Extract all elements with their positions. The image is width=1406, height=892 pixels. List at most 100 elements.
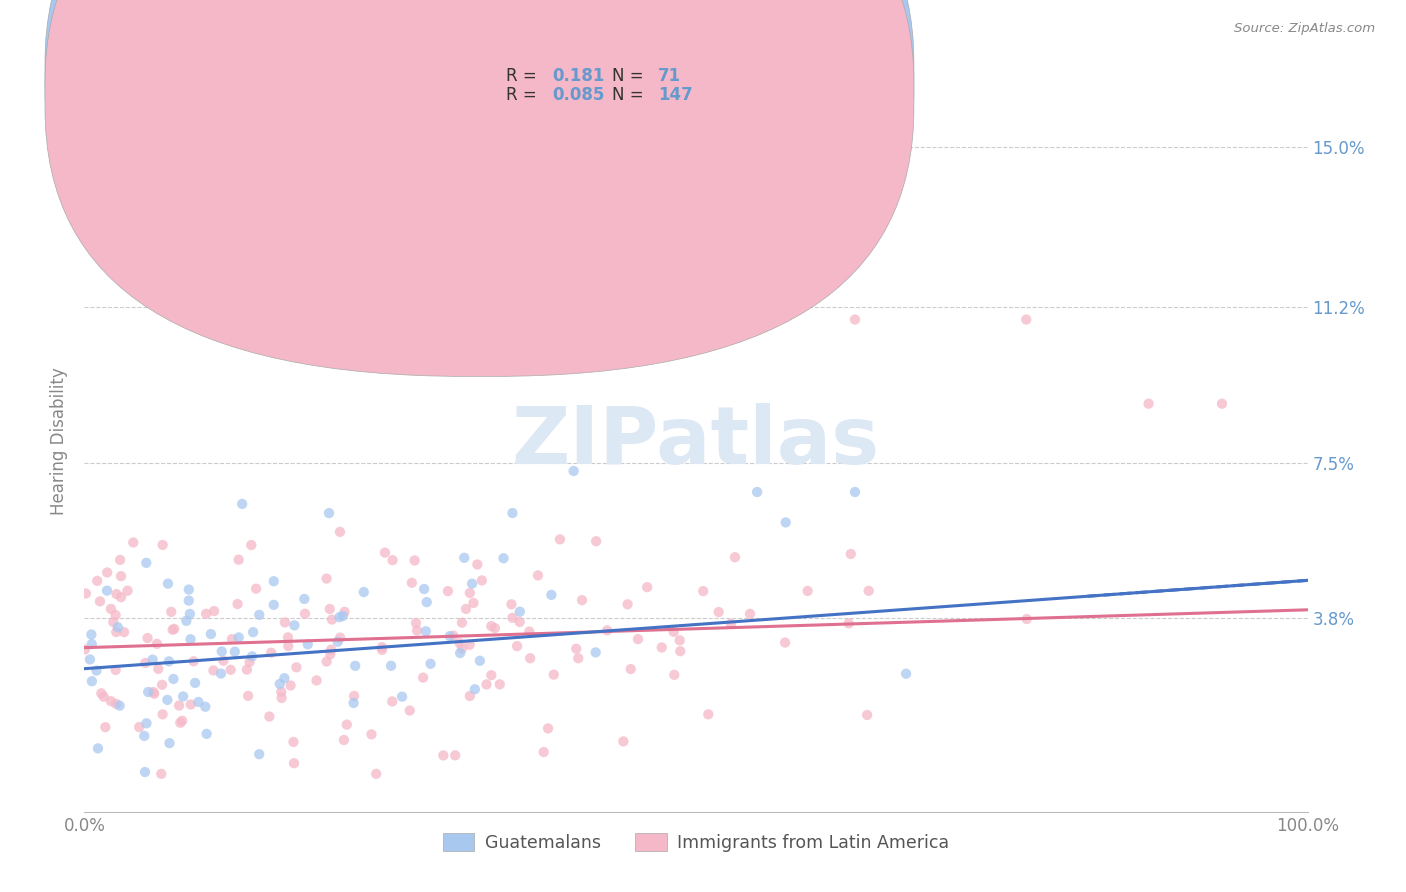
Point xyxy=(463,596,485,610)
Point xyxy=(136,685,159,699)
Point xyxy=(565,641,588,656)
Point xyxy=(195,727,218,741)
Text: R =: R = xyxy=(506,67,537,85)
Point xyxy=(172,690,194,704)
Point xyxy=(294,607,316,621)
Point xyxy=(451,615,474,630)
Point xyxy=(202,604,225,618)
Point xyxy=(177,582,200,597)
Point xyxy=(380,658,402,673)
Point xyxy=(179,607,201,621)
Point xyxy=(329,631,352,645)
Point xyxy=(103,615,125,629)
Point xyxy=(150,767,173,781)
Point xyxy=(134,729,156,743)
Point xyxy=(585,534,607,549)
Point xyxy=(274,615,297,630)
Point xyxy=(1015,612,1038,626)
Point xyxy=(506,639,529,653)
Point xyxy=(838,616,860,631)
Point xyxy=(458,586,481,600)
Point xyxy=(612,734,634,748)
Point xyxy=(321,642,343,657)
Point xyxy=(75,586,97,600)
Point xyxy=(437,584,460,599)
Point xyxy=(259,709,281,723)
Point xyxy=(707,605,730,619)
Point xyxy=(135,716,157,731)
Point xyxy=(381,694,404,708)
Point xyxy=(1015,312,1038,326)
Point xyxy=(263,574,285,589)
Point xyxy=(150,678,173,692)
Point xyxy=(105,587,128,601)
Point xyxy=(86,664,108,678)
Point xyxy=(128,720,150,734)
Point xyxy=(107,620,129,634)
Point xyxy=(80,674,103,689)
Point xyxy=(432,748,454,763)
Point xyxy=(194,699,217,714)
Point xyxy=(329,524,352,539)
Point xyxy=(479,619,502,633)
Point xyxy=(156,576,179,591)
Point xyxy=(415,624,437,639)
Point xyxy=(374,546,396,560)
Point xyxy=(93,690,115,704)
Point xyxy=(157,654,180,668)
Point xyxy=(73,642,96,657)
Point xyxy=(86,574,108,588)
Point xyxy=(627,632,650,647)
Point xyxy=(195,607,218,621)
Point xyxy=(277,639,299,653)
Point xyxy=(353,585,375,599)
Point xyxy=(177,593,200,607)
Point xyxy=(454,602,477,616)
Point xyxy=(336,717,359,731)
Point xyxy=(87,741,110,756)
Point xyxy=(226,597,249,611)
Point xyxy=(413,582,436,596)
Point xyxy=(668,633,690,648)
Point xyxy=(270,685,292,699)
Point xyxy=(669,644,692,658)
Point xyxy=(108,698,131,713)
Point xyxy=(240,649,263,664)
Point xyxy=(509,605,531,619)
Point xyxy=(277,631,299,645)
Point xyxy=(775,516,797,530)
Point xyxy=(738,607,761,621)
Point xyxy=(134,765,156,780)
Point xyxy=(398,704,420,718)
Point xyxy=(488,677,510,691)
Point xyxy=(401,575,423,590)
Text: R =: R = xyxy=(506,87,537,104)
Point xyxy=(240,538,263,552)
Point xyxy=(263,598,285,612)
Point xyxy=(543,667,565,681)
Point xyxy=(212,654,235,668)
Point xyxy=(596,624,619,638)
Point xyxy=(502,506,524,520)
Point xyxy=(224,645,246,659)
Point xyxy=(228,631,250,645)
Point xyxy=(449,646,471,660)
Point xyxy=(169,715,191,730)
Point xyxy=(858,583,880,598)
Point xyxy=(458,689,481,703)
Point xyxy=(451,641,474,656)
Point xyxy=(172,714,194,728)
Point xyxy=(142,685,165,699)
Point xyxy=(100,694,122,708)
Point xyxy=(501,611,523,625)
Point xyxy=(180,632,202,647)
Text: N =: N = xyxy=(612,87,643,104)
Point xyxy=(90,686,112,700)
Point xyxy=(664,668,686,682)
Point xyxy=(273,671,295,685)
Point xyxy=(461,576,484,591)
Point xyxy=(280,678,302,692)
Point xyxy=(519,651,541,665)
Point xyxy=(342,696,364,710)
Text: 147: 147 xyxy=(658,87,693,104)
